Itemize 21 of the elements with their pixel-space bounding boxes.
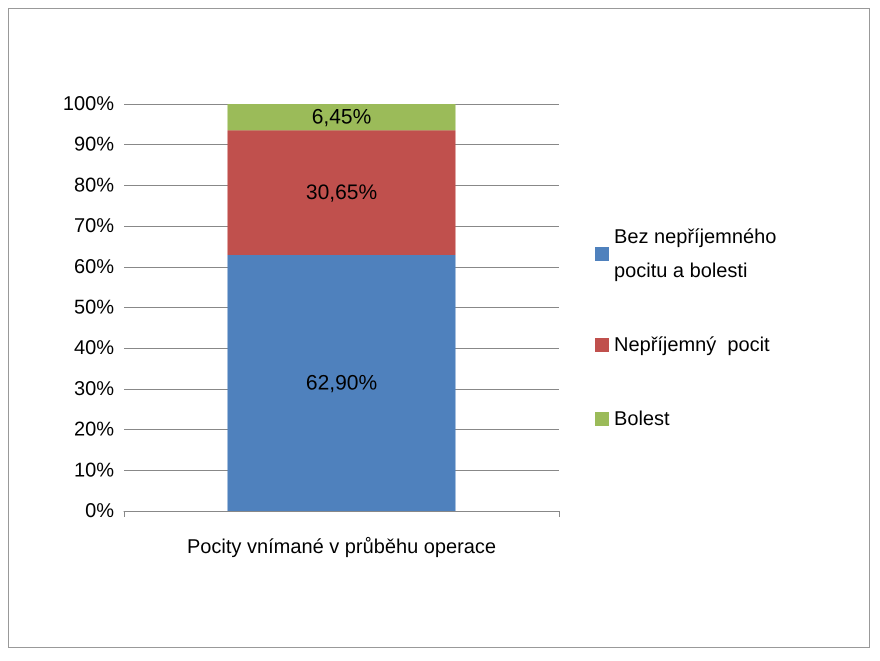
y-tick-label: 10% (74, 459, 114, 482)
bar (228, 104, 456, 130)
y-tick-label: 80% (74, 174, 114, 196)
legend-label: Bez nepříjemného pocitu a bolesti (614, 226, 782, 282)
y-tick-label: 0% (85, 500, 114, 522)
y-tick-label: 100% (62, 93, 114, 115)
legend-label: Bolest (614, 408, 670, 430)
y-tick-label: 40% (74, 337, 114, 360)
y-tick-label: 70% (74, 215, 114, 238)
data-label: 30,65% (306, 181, 378, 204)
data-label: 6,45% (312, 106, 372, 129)
y-tick-label: 30% (74, 378, 114, 400)
bar (228, 130, 456, 255)
y-tick-label: 20% (74, 418, 114, 441)
data-label: 62,90% (306, 372, 378, 394)
y-tick-label: 50% (74, 296, 114, 318)
legend-label: Nepříjemný pocit (614, 334, 770, 356)
y-tick-label: 90% (74, 134, 114, 156)
bar (228, 254, 456, 511)
x-tick-label: Pocity vnímané v průběhu operace (186, 536, 496, 558)
y-tick-label: 60% (74, 256, 114, 278)
